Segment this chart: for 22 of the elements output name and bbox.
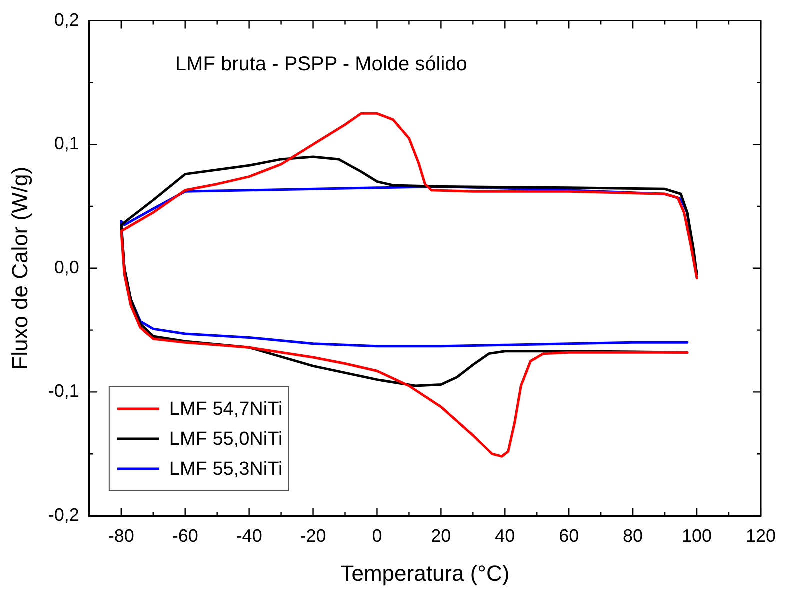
x-axis-title: Temperatura (°C): [340, 560, 510, 586]
x-tick-label: 40: [495, 526, 516, 546]
text: LMF bruta - PSPP - Molde sólido: [175, 53, 468, 76]
y-tick-label: 0,0: [54, 257, 80, 278]
y-tick-label: 0,1: [54, 134, 80, 154]
x-tick-label: -80: [108, 526, 134, 546]
x-tick-label: -40: [236, 526, 262, 546]
x-tick-label: 100: [682, 526, 712, 546]
x-tick-label: -20: [300, 526, 326, 546]
x-tick-label: 80: [623, 526, 644, 546]
x-tick-label: 120: [746, 526, 776, 546]
y-tick-label: 0,2: [54, 10, 80, 30]
legend-label: LMF 54,7NiTi: [169, 399, 283, 420]
x-tick-label: 20: [431, 526, 452, 546]
y-axis-title: Fluxo de Calor (W/g): [7, 166, 32, 370]
legend-label: LMF 55,0NiTi: [169, 429, 283, 450]
x-tick-label: 0: [372, 526, 382, 546]
x-tick-label: -60: [172, 526, 198, 546]
y-tick-label: -0,1: [48, 381, 80, 402]
legend-label: LMF 55,3NiTi: [169, 459, 283, 480]
y-tick-label: -0,2: [48, 504, 80, 525]
x-tick-label: 60: [559, 526, 580, 546]
